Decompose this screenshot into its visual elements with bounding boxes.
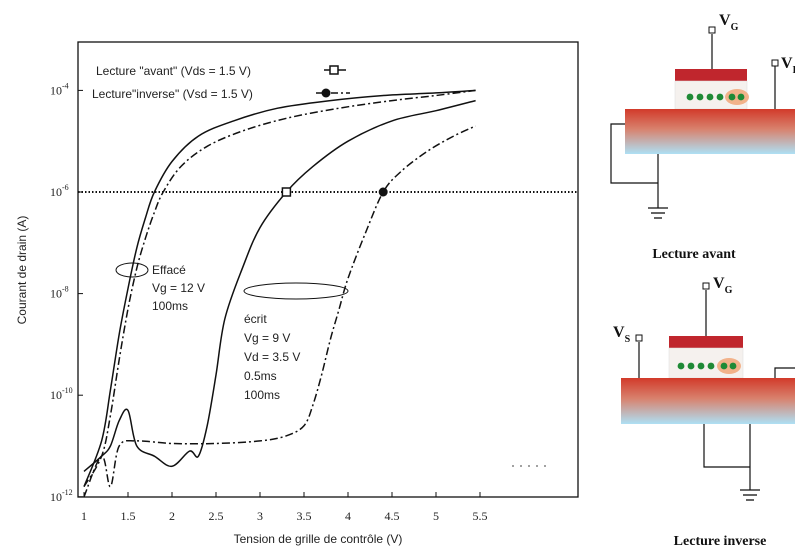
gate-voltage-label: VG — [719, 12, 739, 33]
nanocrystal-dot — [697, 362, 705, 370]
source-wire — [610, 123, 658, 184]
x-axis: 1 1.5 2 2.5 3 3.5 4 4.5 5 5.5 — [81, 492, 488, 523]
legend-label-forward: Lecture "avant" (Vds = 1.5 V) — [96, 64, 251, 78]
substrate — [621, 378, 795, 424]
drain-terminal — [771, 59, 779, 67]
y-tick-label: 10-6 — [50, 183, 69, 199]
nanocrystal-dot — [706, 93, 714, 101]
y-tick-label: 10-8 — [50, 285, 69, 301]
x-tick-label: 3 — [257, 509, 263, 523]
nanocrystal-dot — [686, 93, 694, 101]
diagram-caption-forward: Lecture avant — [652, 247, 736, 262]
control-gate — [675, 69, 747, 81]
side-voltage-label: VD — [781, 55, 795, 76]
annotation-written-line3: Vd = 3.5 V — [244, 350, 300, 364]
series-programmed-reverse — [83, 125, 476, 497]
x-tick-label: 5.5 — [473, 509, 488, 523]
annotation-ellipse-erased — [115, 262, 149, 278]
y-tick-label: 10-4 — [50, 81, 69, 97]
legend: Lecture "avant" (Vds = 1.5 V) Lecture"in… — [92, 64, 350, 101]
nanocrystal-dot — [707, 362, 715, 370]
nanocrystal-dot — [716, 93, 724, 101]
gate-terminal — [702, 282, 710, 290]
nanocrystal-dot — [696, 93, 704, 101]
control-gate — [669, 336, 743, 348]
charge-pocket — [725, 89, 749, 105]
annotation-written: écrit Vg = 9 V Vd = 3.5 V 0.5ms 100ms — [243, 282, 349, 402]
x-tick-label: 1.5 — [121, 509, 136, 523]
marker-circle — [378, 187, 388, 197]
legend-marker-square — [329, 65, 339, 75]
annotation-erased: Effacé Vg = 12 V 100ms — [115, 262, 205, 313]
drain-wire — [774, 367, 795, 378]
nanocrystal-dot — [677, 362, 685, 370]
device-diagram-reverse: VG VS Lecture inverse — [613, 275, 795, 549]
gate-terminal — [708, 26, 716, 34]
y-axis: 10-4 10-6 10-8 10-10 10-12 — [50, 81, 83, 504]
y-tick-label: 10-12 — [50, 488, 73, 504]
x-tick-label: 1 — [81, 509, 87, 523]
annotation-written-line4: 0.5ms — [244, 369, 277, 383]
annotation-erased-line3: 100ms — [152, 299, 188, 313]
legend-marker-circle — [321, 88, 331, 98]
nanocrystal-dot — [720, 362, 728, 370]
nanocrystal-dot — [729, 362, 737, 370]
annotation-ellipse-written — [243, 282, 349, 300]
x-tick-label: 2 — [169, 509, 175, 523]
y-axis-label: Courant de drain (A) — [15, 216, 29, 325]
x-tick-label: 4 — [345, 509, 351, 523]
x-tick-label: 4.5 — [385, 509, 400, 523]
series-programmed-forward — [83, 99, 476, 472]
chart: 10-4 10-6 10-8 10-10 10-12 1 1.5 2 2.5 3 3.5 4 4.5 5… — [15, 41, 579, 546]
annotation-erased-line1: Effacé — [152, 263, 186, 277]
substrate — [625, 109, 795, 154]
marker-square — [281, 187, 292, 197]
plot-frame — [77, 41, 579, 498]
x-tick-label: 3.5 — [297, 509, 312, 523]
x-tick-label: 5 — [433, 509, 439, 523]
series-erased-reverse — [83, 89, 476, 487]
diagram-caption-reverse: Lecture inverse — [674, 534, 767, 549]
source-terminal — [635, 334, 643, 342]
annotation-written-line5: 100ms — [244, 388, 280, 402]
device-diagram-forward: VG VD Lecture avant — [610, 12, 795, 262]
series-erased-forward — [83, 89, 476, 487]
x-axis-label: Tension de grille de contrôle (V) — [234, 532, 403, 546]
annotation-written-line1: écrit — [244, 312, 267, 326]
nanocrystal-dot — [728, 93, 736, 101]
nanocrystal-dot — [687, 362, 695, 370]
legend-label-reverse: Lecture"inverse" (Vsd = 1.5 V) — [92, 87, 253, 101]
y-tick-label: 10-10 — [50, 386, 73, 402]
x-tick-label: 2.5 — [209, 509, 224, 523]
gate-voltage-label: VG — [713, 275, 733, 296]
charge-pocket — [717, 358, 741, 374]
nanocrystal-dot — [737, 93, 745, 101]
markers — [281, 187, 388, 197]
side-voltage-label: VS — [613, 324, 631, 345]
substrate-wire — [703, 424, 750, 468]
annotation-written-line2: Vg = 9 V — [244, 331, 290, 345]
annotation-erased-line2: Vg = 12 V — [152, 281, 205, 295]
curves — [83, 89, 476, 497]
